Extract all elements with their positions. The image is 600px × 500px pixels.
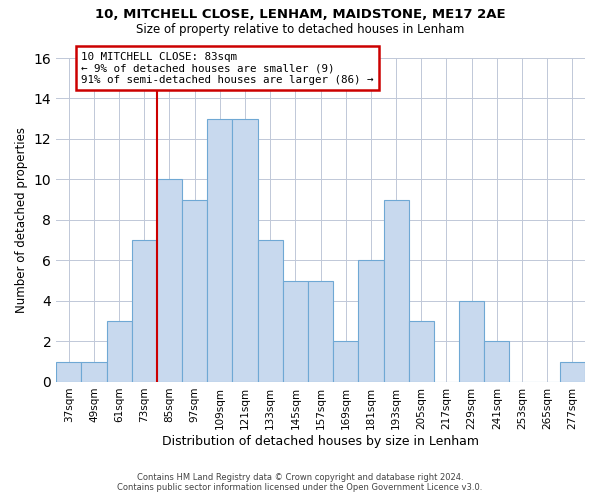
- Text: 10 MITCHELL CLOSE: 83sqm
← 9% of detached houses are smaller (9)
91% of semi-det: 10 MITCHELL CLOSE: 83sqm ← 9% of detache…: [82, 52, 374, 84]
- Bar: [56, 362, 82, 382]
- Y-axis label: Number of detached properties: Number of detached properties: [15, 127, 28, 313]
- Bar: [459, 301, 484, 382]
- Bar: [207, 118, 232, 382]
- Bar: [409, 321, 434, 382]
- Bar: [232, 118, 257, 382]
- Bar: [283, 280, 308, 382]
- Bar: [157, 180, 182, 382]
- Bar: [132, 240, 157, 382]
- Text: Size of property relative to detached houses in Lenham: Size of property relative to detached ho…: [136, 22, 464, 36]
- Bar: [484, 342, 509, 382]
- Bar: [107, 321, 132, 382]
- Bar: [182, 200, 207, 382]
- Bar: [308, 280, 333, 382]
- Bar: [333, 342, 358, 382]
- Bar: [358, 260, 383, 382]
- Text: Contains HM Land Registry data © Crown copyright and database right 2024.
Contai: Contains HM Land Registry data © Crown c…: [118, 473, 482, 492]
- Bar: [257, 240, 283, 382]
- Bar: [560, 362, 585, 382]
- Text: 10, MITCHELL CLOSE, LENHAM, MAIDSTONE, ME17 2AE: 10, MITCHELL CLOSE, LENHAM, MAIDSTONE, M…: [95, 8, 505, 20]
- X-axis label: Distribution of detached houses by size in Lenham: Distribution of detached houses by size …: [162, 434, 479, 448]
- Bar: [383, 200, 409, 382]
- Bar: [82, 362, 107, 382]
